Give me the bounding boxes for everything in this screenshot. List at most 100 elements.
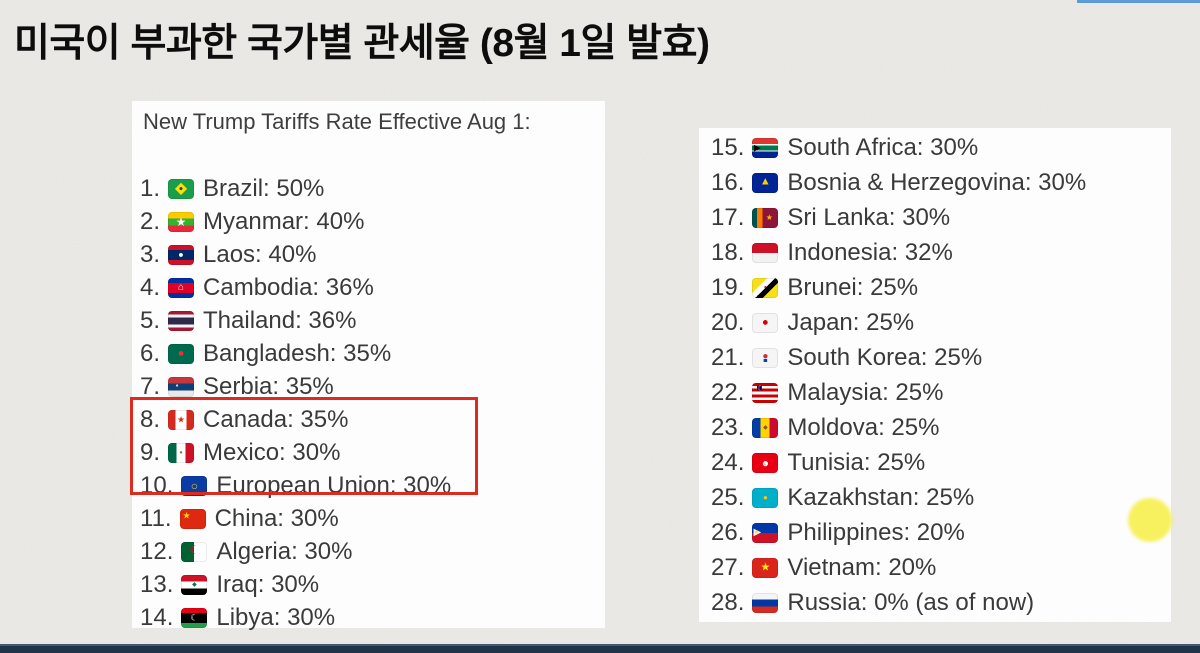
list-item: 5. Thailand: 36%	[140, 304, 451, 337]
south-africa-flag-icon: ▶	[752, 137, 779, 158]
list-item: 23. ◆ Moldova: 25%	[711, 410, 1086, 445]
list-item: 25. ● Kazakhstan: 25%	[711, 480, 1086, 515]
list-item: 21. ● ▄ South Korea: 25%	[711, 340, 1086, 375]
south-korea-flag-icon: ● ▄	[752, 347, 779, 368]
item-label: Kazakhstan: 25%	[787, 483, 975, 511]
item-rank: 6.	[140, 339, 161, 367]
item-rank: 15.	[711, 133, 745, 161]
item-rank: 27.	[711, 553, 745, 581]
item-label: Vietnam: 20%	[787, 553, 937, 581]
item-rank: 4.	[140, 273, 161, 301]
kazakhstan-flag-icon: ●	[752, 487, 779, 508]
item-label: Thailand: 36%	[203, 306, 357, 334]
laos-flag-icon: ●	[168, 244, 195, 265]
brazil-flag-icon: ◆ ●	[168, 178, 195, 199]
list-item: 13. ◆ Iraq: 30%	[140, 568, 451, 601]
china-flag-icon: ★	[179, 508, 206, 529]
item-label: Tunisia: 25%	[787, 448, 926, 476]
item-rank: 24.	[711, 448, 745, 476]
malaysia-flag-icon: ■ ☾	[752, 382, 779, 403]
moldova-flag-icon: ◆	[752, 417, 779, 438]
item-rank: 16.	[711, 168, 745, 196]
item-label: Indonesia: 32%	[787, 238, 953, 266]
list-item: 17. ★ Sri Lanka: 30%	[711, 200, 1086, 235]
item-rank: 19.	[711, 273, 745, 301]
item-label: Myanmar: 40%	[203, 207, 365, 235]
algeria-flag-icon: ☾	[181, 541, 208, 562]
list-item: 20. ● Japan: 25%	[711, 305, 1086, 340]
item-rank: 14.	[140, 603, 174, 631]
item-label: Brazil: 50%	[203, 174, 325, 202]
item-rank: 20.	[711, 308, 745, 336]
bangladesh-flag-icon: ●	[168, 343, 195, 364]
list-item: 28. Russia: 0% (as of now)	[711, 585, 1086, 620]
item-rank: 1.	[140, 174, 161, 202]
list-item: 3. ● Laos: 40%	[140, 238, 451, 271]
tariff-column-right: 15. ▶ South Africa: 30% 16. ▲ Bosnia & Herzeg…	[711, 130, 1086, 620]
item-label: Laos: 40%	[203, 240, 317, 268]
list-item: 16. ▲ Bosnia & Herzegovina: 30%	[711, 165, 1086, 200]
page-title: 미국이 부과한 국가별 관세율 (8월 1일 발효)	[14, 22, 710, 65]
item-rank: 5.	[140, 306, 161, 334]
item-rank: 12.	[140, 537, 174, 565]
list-item: 1. ◆ ● Brazil: 50%	[140, 172, 451, 205]
list-item: 18. Indonesia: 32%	[711, 235, 1086, 270]
yellow-dot	[1128, 498, 1172, 542]
cambodia-flag-icon: ⌂	[168, 277, 195, 298]
sri-lanka-flag-icon: ★	[752, 207, 779, 228]
item-label: Sri Lanka: 30%	[787, 203, 951, 231]
iraq-flag-icon: ◆	[181, 574, 208, 595]
item-rank: 18.	[711, 238, 745, 266]
item-label: Iraq: 30%	[216, 570, 320, 598]
russia-flag-icon	[752, 592, 779, 613]
item-label: Algeria: 30%	[216, 537, 353, 565]
tunisia-flag-icon: ● ☾	[752, 452, 779, 473]
item-rank: 25.	[711, 483, 745, 511]
philippines-flag-icon: ▶ ★	[752, 522, 779, 543]
item-rank: 23.	[711, 413, 745, 441]
highlight-box-canada-mexico-eu	[130, 397, 478, 495]
japan-flag-icon: ●	[752, 312, 779, 333]
item-rank: 22.	[711, 378, 745, 406]
bosnia-herzegovina-flag-icon: ▲	[752, 172, 779, 193]
list-item: 12. ☾ Algeria: 30%	[140, 535, 451, 568]
list-item: 27. ★ Vietnam: 20%	[711, 550, 1086, 585]
vietnam-flag-icon: ★	[752, 557, 779, 578]
item-rank: 3.	[140, 240, 161, 268]
item-label: Cambodia: 36%	[203, 273, 374, 301]
tariff-card-left: New Trump Tariffs Rate Effective Aug 1: …	[132, 101, 605, 631]
tariff-card-right: 15. ▶ South Africa: 30% 16. ▲ Bosnia & Herzeg…	[699, 128, 1171, 622]
list-title: New Trump Tariffs Rate Effective Aug 1:	[143, 109, 531, 134]
indonesia-flag-icon	[752, 242, 779, 263]
bottom-bar	[0, 644, 1200, 653]
list-item: 4. ⌂ Cambodia: 36%	[140, 271, 451, 304]
list-item: 11. ★ China: 30%	[140, 502, 451, 535]
item-label: Russia: 0% (as of now)	[787, 588, 1035, 616]
item-rank: 2.	[140, 207, 161, 235]
item-label: Brunei: 25%	[787, 273, 919, 301]
item-rank: 28.	[711, 588, 745, 616]
item-label: Philippines: 20%	[787, 518, 965, 546]
top-right-blue-strip	[1077, 0, 1200, 3]
list-item: 2. ★ Myanmar: 40%	[140, 205, 451, 238]
item-rank: 21.	[711, 343, 745, 371]
item-label: Libya: 30%	[216, 603, 336, 631]
item-label: Moldova: 25%	[787, 413, 940, 441]
item-label: Malaysia: 25%	[787, 378, 944, 406]
item-label: Japan: 25%	[787, 308, 915, 336]
list-item: 24. ● ☾ Tunisia: 25%	[711, 445, 1086, 480]
brunei-flag-icon: ●	[752, 277, 779, 298]
serbia-flag-icon: ▪	[168, 376, 195, 397]
list-item: 14. ☾ Libya: 30%	[140, 601, 451, 634]
list-item: 26. ▶ ★ Philippines: 20%	[711, 515, 1086, 550]
item-rank: 26.	[711, 518, 745, 546]
item-label: South Africa: 30%	[787, 133, 979, 161]
item-rank: 11.	[140, 504, 172, 532]
list-item: 6. ● Bangladesh: 35%	[140, 337, 451, 370]
libya-flag-icon: ☾	[181, 607, 208, 628]
item-label: China: 30%	[214, 504, 339, 532]
item-rank: 17.	[711, 203, 745, 231]
list-item: 15. ▶ South Africa: 30%	[711, 130, 1086, 165]
item-rank: 13.	[140, 570, 174, 598]
list-item: 22. ■ ☾ Malaysia: 25%	[711, 375, 1086, 410]
